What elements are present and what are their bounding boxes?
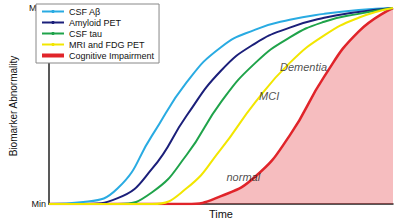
svg-text:Biomarker Abnormality: Biomarker Abnormality xyxy=(8,56,19,157)
svg-text:Min: Min xyxy=(31,199,46,209)
svg-text:Amyloid PET: Amyloid PET xyxy=(69,18,122,28)
svg-text:Dementia: Dementia xyxy=(280,61,327,73)
svg-text:CSF Aβ: CSF Aβ xyxy=(69,7,100,17)
svg-text:MRI and FDG PET: MRI and FDG PET xyxy=(69,40,145,50)
svg-text:Time: Time xyxy=(209,208,233,220)
svg-text:MCI: MCI xyxy=(259,90,279,102)
svg-text:normal: normal xyxy=(227,171,261,183)
svg-text:Cognitive Impairment: Cognitive Impairment xyxy=(69,51,155,61)
svg-text:CSF tau: CSF tau xyxy=(69,29,102,39)
